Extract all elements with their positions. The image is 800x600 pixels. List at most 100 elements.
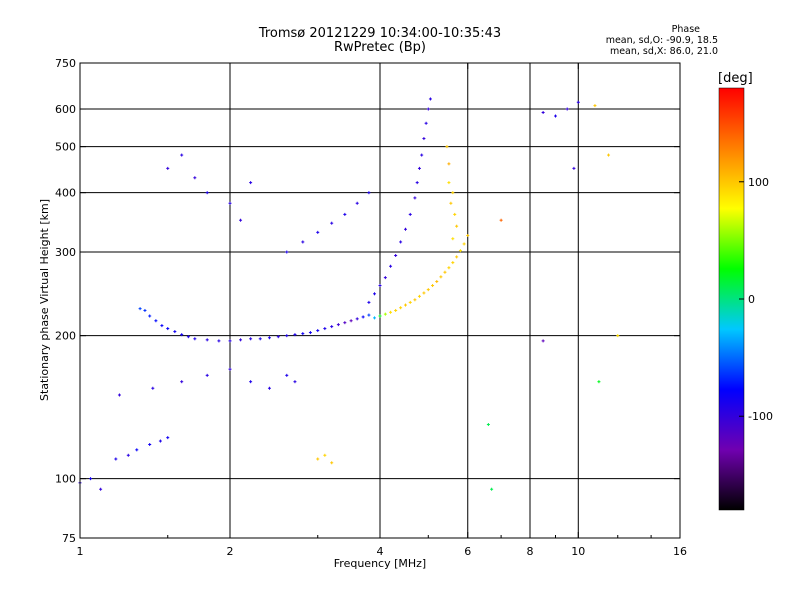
scatter-point — [447, 181, 451, 185]
scatter-point — [443, 270, 447, 274]
scatter-point — [422, 291, 426, 295]
scatter-point — [148, 443, 152, 447]
scatter-point — [415, 181, 419, 185]
phase-stats-o-line: mean, sd,O: -90.9, 18.5 — [605, 35, 718, 46]
scatter-point — [330, 325, 334, 329]
scatter-point — [458, 249, 462, 253]
scatter-point — [343, 212, 347, 216]
scatter-point — [373, 292, 377, 296]
scatter-point — [228, 201, 232, 205]
scatter-point — [408, 212, 412, 216]
scatter-point — [151, 386, 155, 390]
colorbar-tick-label: -100 — [748, 410, 773, 423]
scatter-point — [455, 224, 459, 228]
scatter-point — [541, 339, 545, 343]
scatter-point — [249, 181, 253, 185]
scatter-point — [439, 275, 443, 279]
scatter-point — [228, 367, 232, 371]
scatter-point — [389, 310, 393, 314]
colorbar: [deg] 100 0 -100 — [718, 71, 773, 511]
scatter-point — [166, 436, 170, 440]
scatter-point — [301, 332, 305, 336]
scatter-point — [408, 300, 412, 304]
chart-subtitle: RwPretec (Bp) — [333, 40, 427, 55]
scatter-point — [417, 166, 421, 170]
scatter-point — [343, 321, 347, 325]
scatter-point — [205, 373, 209, 377]
scatter-point — [330, 461, 334, 465]
scatter-point — [399, 240, 403, 244]
scatter-point — [316, 230, 320, 234]
phase-stats-box: Phase mean, sd,O: -90.9, 18.5 mean, sd,X… — [590, 24, 718, 57]
phase-stats-header: Phase — [671, 24, 700, 35]
scatter-point — [316, 329, 320, 333]
scatter-point — [239, 218, 243, 222]
y-tick-label: 300 — [55, 246, 76, 259]
x-tick-label: 10 — [571, 545, 585, 558]
scatter-point — [367, 300, 371, 304]
x-tick-label: 16 — [673, 545, 687, 558]
scatter-point — [367, 191, 371, 195]
scatter-point — [143, 308, 147, 312]
scatter-point — [239, 338, 243, 342]
scatter-point — [355, 317, 359, 321]
scatter-point — [378, 284, 382, 288]
scatter-point — [445, 145, 449, 149]
x-tick-label: 6 — [464, 545, 471, 558]
scatter-point — [276, 335, 280, 339]
scatter-point — [158, 439, 162, 443]
scatter-point — [205, 191, 209, 195]
scatter-point — [180, 153, 184, 157]
scatter-point — [173, 330, 177, 334]
scatter-point — [323, 327, 327, 331]
scatter-point — [293, 333, 297, 337]
y-tick-label: 100 — [55, 473, 76, 486]
scatter-point — [373, 316, 377, 320]
scatter-point — [455, 255, 459, 259]
scatter-point — [424, 121, 428, 125]
scatter-point — [553, 114, 557, 118]
scatter-point — [258, 337, 262, 341]
scatter-point — [336, 323, 340, 327]
scatter-points — [78, 97, 620, 491]
scatter-point — [228, 339, 232, 343]
scatter-point — [205, 338, 209, 342]
scatter-point — [249, 337, 253, 341]
scatter-point — [422, 137, 426, 141]
scatter-point — [383, 312, 387, 316]
scatter-point — [249, 380, 253, 384]
scatter-point — [378, 314, 382, 318]
x-axis-label: Frequency [MHz] — [334, 557, 426, 570]
scatter-point — [301, 240, 305, 244]
scatter-point — [193, 337, 197, 341]
scatter-point — [565, 107, 569, 111]
y-tick-label: 500 — [55, 141, 76, 154]
scatter-point — [267, 336, 271, 340]
scatter-point — [361, 315, 365, 319]
y-tick-label: 750 — [55, 57, 76, 70]
axes: 1 2 4 6 8 10 16 75 100 200 300 400 500 600 750 — [55, 57, 687, 558]
scatter-point — [394, 253, 398, 257]
y-tick-label: 400 — [55, 187, 76, 200]
scatter-point — [403, 303, 407, 307]
scatter-point — [126, 453, 130, 457]
x-tick-label: 1 — [77, 545, 84, 558]
scatter-point — [447, 162, 451, 166]
scatter-point — [330, 221, 334, 225]
scatter-point — [160, 324, 164, 328]
x-tick-label: 2 — [227, 545, 234, 558]
scatter-point — [413, 298, 417, 302]
scatter-point — [186, 335, 190, 339]
scatter-point — [607, 153, 611, 157]
scatter-point — [451, 191, 455, 195]
scatter-point — [293, 380, 297, 384]
scatter-point — [89, 477, 93, 481]
phase-stats-x-line: mean, sd,X: 86.0, 21.0 — [609, 46, 718, 57]
scatter-point — [349, 319, 353, 323]
scatter-point — [180, 380, 184, 384]
scatter-point — [316, 457, 320, 461]
scatter-point — [451, 237, 455, 241]
y-axis-label: Stationary phase Virtual Height [km] — [38, 199, 51, 401]
scatter-point — [114, 457, 118, 461]
scatter-point — [490, 487, 494, 491]
